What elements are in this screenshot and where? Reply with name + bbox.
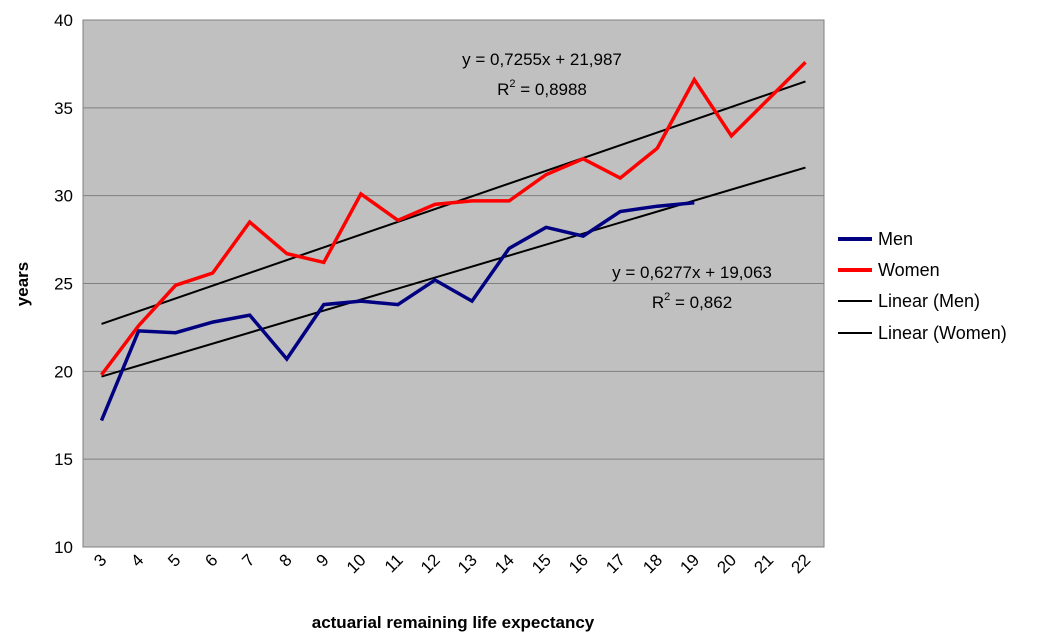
y-tick-label: 35 bbox=[54, 99, 73, 118]
x-tick-label: 16 bbox=[565, 550, 592, 577]
x-tick-label: 6 bbox=[201, 550, 221, 570]
y-tick-label: 10 bbox=[54, 538, 73, 557]
series-lines bbox=[99, 60, 807, 422]
y-tick-label: 40 bbox=[54, 11, 73, 30]
x-tick-label: 15 bbox=[528, 550, 555, 577]
y-tick-label: 25 bbox=[54, 275, 73, 294]
x-axis-title: actuarial remaining life expectancy bbox=[312, 613, 595, 632]
x-tick-label: 21 bbox=[750, 550, 777, 577]
x-tick-label: 4 bbox=[127, 550, 147, 570]
x-tick-labels: 3 4 5 6 7 8 9 10 11 12 13 14 15 16 17 18 19 20 21 22 bbox=[90, 550, 814, 577]
x-tick-label: 14 bbox=[491, 550, 518, 577]
x-tick-label: 20 bbox=[713, 550, 740, 577]
y-axis-title: years bbox=[13, 262, 32, 306]
x-tick-label: 17 bbox=[602, 550, 629, 577]
legend-item-linear-men: Linear (Men) bbox=[838, 291, 980, 311]
x-tick-label: 12 bbox=[417, 550, 444, 577]
x-tick-label: 19 bbox=[676, 550, 703, 577]
legend-label-linear-men: Linear (Men) bbox=[878, 291, 980, 311]
x-tick-label: 10 bbox=[343, 550, 370, 577]
x-tick-label: 7 bbox=[238, 550, 258, 570]
x-tick-label: 11 bbox=[381, 550, 407, 576]
women-trend-r2: R2 = 0,8988 bbox=[497, 78, 587, 99]
x-tick-label: 3 bbox=[90, 550, 110, 570]
x-tick-label: 18 bbox=[639, 550, 666, 577]
y-tick-label: 30 bbox=[54, 187, 73, 206]
y-tick-label: 20 bbox=[54, 362, 73, 381]
women-trend-equation: y = 0,7255x + 21,987 bbox=[462, 50, 622, 69]
legend-item-men: Men bbox=[838, 229, 913, 249]
x-tick-label: 8 bbox=[275, 550, 295, 570]
men-trend-equation: y = 0,6277x + 19,063 bbox=[612, 263, 772, 282]
x-tick-label: 9 bbox=[313, 550, 333, 570]
legend: Men Women Linear (Men) Linear (Women) bbox=[838, 229, 1007, 343]
x-tick-label: 5 bbox=[164, 550, 184, 570]
men-trend-r2: R2 = 0,862 bbox=[652, 291, 732, 312]
grid-lines bbox=[83, 107, 824, 460]
y-tick-label: 15 bbox=[54, 450, 73, 469]
legend-label-linear-women: Linear (Women) bbox=[878, 323, 1007, 343]
legend-item-linear-women: Linear (Women) bbox=[838, 323, 1007, 343]
y-tick-labels: 10 15 20 25 30 35 40 bbox=[54, 11, 73, 557]
x-tick-label: 13 bbox=[454, 550, 481, 577]
series-line-women bbox=[100, 60, 807, 376]
x-tick-label: 22 bbox=[787, 550, 814, 577]
legend-label-women: Women bbox=[878, 260, 940, 280]
series-line-men bbox=[99, 200, 695, 422]
legend-item-women: Women bbox=[838, 260, 940, 280]
legend-label-men: Men bbox=[878, 229, 913, 249]
